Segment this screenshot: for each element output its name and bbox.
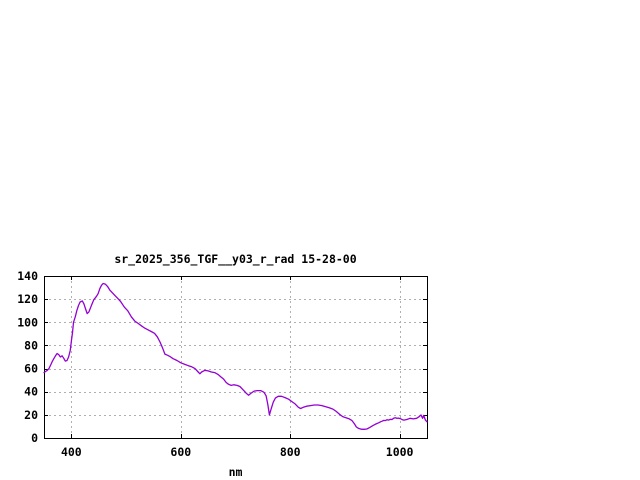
x-axis-label: nm (228, 465, 243, 479)
data-line-spectral-radiance (43, 282, 428, 430)
y-tick-label: 140 (17, 269, 38, 283)
y-tick-label: 120 (17, 292, 38, 306)
y-tick-label: 20 (24, 408, 38, 422)
y-tick-label: 40 (24, 385, 38, 399)
x-tick-label: 600 (170, 445, 191, 459)
y-tick-label: 80 (24, 338, 38, 352)
x-tick-label: 400 (61, 445, 82, 459)
plot-border (44, 276, 428, 439)
chart-title: sr_2025_356_TGF__y03_r_rad 15-28-00 (114, 252, 357, 266)
x-tick-label: 800 (280, 445, 301, 459)
x-tick-label: 1000 (386, 445, 414, 459)
y-tick-label: 0 (31, 431, 38, 445)
y-tick-label: 60 (24, 362, 38, 376)
y-tick-label: 100 (17, 315, 38, 329)
